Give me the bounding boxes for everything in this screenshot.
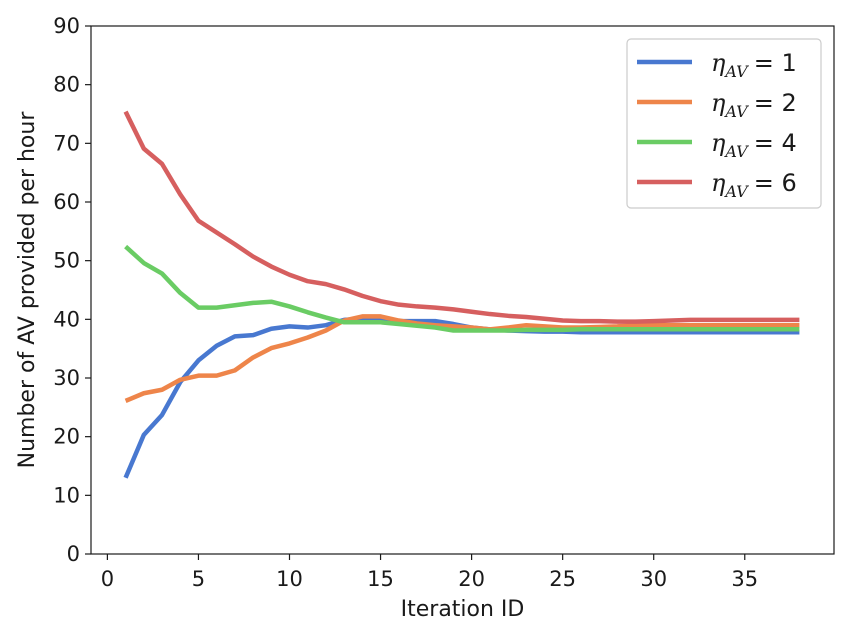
series-line-2 — [124, 314, 800, 403]
legend: ηAV = 1 ηAV = 2 ηAV = 4 ηAV = 6 — [626, 38, 822, 209]
x-tick-label: 20 — [458, 567, 485, 591]
x-axis: 0 5 10 15 20 25 30 35 — [101, 554, 758, 591]
x-tick-label: 35 — [731, 567, 758, 591]
x-tick-label: 30 — [640, 567, 667, 591]
x-axis-label: Iteration ID — [401, 597, 525, 622]
y-tick-label: 50 — [53, 249, 80, 273]
series-line-4 — [123, 110, 800, 324]
legend-box — [626, 38, 822, 209]
series-line-3 — [124, 244, 800, 333]
y-tick-label: 60 — [53, 190, 80, 214]
legend-label-4: ηAV = 6 — [711, 169, 797, 201]
x-tick-label: 10 — [276, 567, 303, 591]
y-tick-label: 30 — [53, 366, 80, 390]
y-tick-label: 90 — [53, 14, 80, 38]
y-tick-label: 40 — [53, 307, 80, 331]
y-axis: 0 10 20 30 40 50 60 70 80 90 — [53, 14, 91, 566]
series-layer — [123, 110, 800, 479]
legend-label-2: ηAV = 2 — [711, 89, 797, 121]
plot-area-frame — [90, 25, 835, 555]
y-tick-label: 70 — [53, 131, 80, 155]
y-axis-label: Number of AV provided per hour — [15, 111, 40, 469]
x-tick-label: 15 — [367, 567, 394, 591]
y-tick-label: 80 — [53, 73, 80, 97]
x-tick-label: 25 — [549, 567, 576, 591]
y-tick-label: 10 — [53, 483, 80, 507]
x-tick-label: 0 — [101, 567, 114, 591]
legend-label-3: ηAV = 4 — [711, 129, 797, 161]
legend-label-1: ηAV = 1 — [711, 49, 797, 81]
y-tick-label: 20 — [53, 425, 80, 449]
x-tick-label: 5 — [192, 567, 205, 591]
y-tick-label: 0 — [67, 542, 80, 566]
